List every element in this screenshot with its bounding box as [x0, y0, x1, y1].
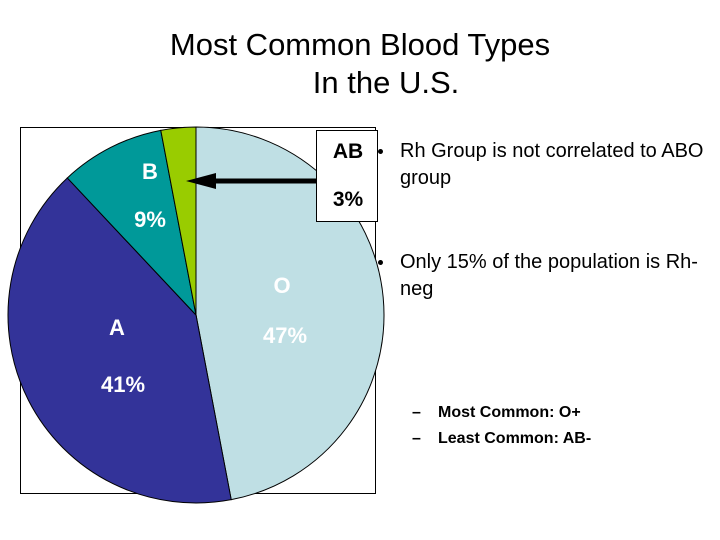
bullet-item-rh-group: Rh Group is not correlated to ABO group	[372, 138, 716, 192]
ab-callout-percent: 3%	[332, 188, 364, 211]
pie-label-b-name: B	[142, 159, 158, 184]
sub-bullet-list: – Most Common: O+ – Least Common: AB-	[412, 400, 720, 452]
ab-callout-box: AB 3%	[316, 130, 378, 222]
ab-callout-name: AB	[332, 140, 364, 163]
en-dash-icon: –	[412, 404, 421, 421]
page-title: Most Common Blood Types In the U.S.	[0, 26, 720, 102]
bullet-item-text: Only 15% of the population is Rh-neg	[400, 251, 698, 300]
ab-callout-arrow-icon	[186, 170, 320, 192]
bullet-list: Rh Group is not correlated to ABO group …	[372, 138, 716, 303]
page-title-line-2: In the U.S.	[312, 65, 460, 100]
sub-bullet-item-text: Least Common: AB-	[438, 430, 592, 447]
sub-bullet-item-most-common: – Most Common: O+	[412, 400, 720, 426]
en-dash-icon: –	[412, 430, 421, 447]
sub-bullet-item-text: Most Common: O+	[438, 404, 581, 421]
pie-label-o-name: O	[273, 273, 291, 298]
bullet-item-rh-neg: Only 15% of the population is Rh-neg	[372, 249, 716, 303]
pie-label-a-name: A	[109, 315, 125, 340]
pie-label-o-value: 47%	[262, 323, 308, 348]
sub-bullet-item-least-common: – Least Common: AB-	[412, 426, 720, 452]
pie-label-a-value: 41%	[100, 372, 146, 397]
pie-label-b-value: 9%	[134, 207, 166, 232]
bullet-item-text: Rh Group is not correlated to ABO group	[400, 140, 704, 189]
bullet-dot-icon	[378, 149, 383, 154]
bullet-dot-icon	[378, 260, 383, 265]
page-title-line-1: Most Common Blood Types	[169, 27, 551, 62]
